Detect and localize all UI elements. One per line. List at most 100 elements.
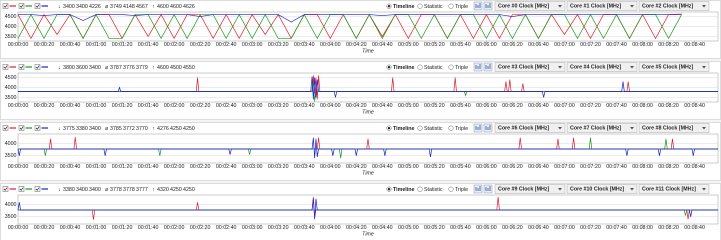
x-tick-label: 00:08:00 xyxy=(632,164,653,170)
x-tick-label: 00:01:00 xyxy=(86,103,107,109)
radio-button[interactable] xyxy=(417,64,423,70)
checkmark xyxy=(3,187,8,191)
x-tick-label: 00:00:40 xyxy=(60,164,81,170)
sensor-dropdown[interactable] xyxy=(566,123,638,133)
series-checkbox[interactable] xyxy=(2,3,9,9)
series-line xyxy=(17,137,718,159)
series-checkbox[interactable] xyxy=(18,3,25,9)
series-checkbox[interactable] xyxy=(2,186,9,192)
radio-button[interactable] xyxy=(448,125,454,131)
sensor-dropdown[interactable] xyxy=(638,1,710,11)
sensor-dropdown[interactable] xyxy=(638,184,710,194)
series-checkbox[interactable] xyxy=(18,186,25,192)
stat-value: 3400 xyxy=(89,65,101,71)
series-checkbox[interactable] xyxy=(18,64,25,70)
stat-value: 3787 xyxy=(110,65,122,71)
sensor-dropdown[interactable] xyxy=(566,1,638,11)
x-tick-label: 00:04:40 xyxy=(372,164,393,170)
checkmark xyxy=(3,65,8,69)
x-tick-label: 00:08:00 xyxy=(632,225,653,231)
x-tick-label: 00:04:40 xyxy=(372,103,393,109)
dropdown-arrow xyxy=(630,5,634,8)
sensor-name: Core #6 Clock [MHz] xyxy=(498,126,549,132)
radio-button[interactable] xyxy=(448,64,454,70)
sensor-dropdown[interactable] xyxy=(566,62,638,72)
series-checkbox[interactable] xyxy=(34,125,41,131)
sensor-dropdown[interactable] xyxy=(494,123,566,133)
view-mode-label: Statistic xyxy=(424,187,443,193)
series-checkbox[interactable] xyxy=(34,3,41,9)
sensor-name: Core #10 Clock [MHz] xyxy=(570,187,624,193)
x-tick-label: 00:00:00 xyxy=(8,164,29,170)
radio-button[interactable] xyxy=(417,186,423,192)
x-tick-label: 00:01:20 xyxy=(112,42,133,48)
x-tick-label: 00:07:00 xyxy=(554,225,575,231)
stat-symbol: ↑ xyxy=(152,187,155,193)
x-tick-label: 00:04:40 xyxy=(372,42,393,48)
stat-value: 3772 xyxy=(123,126,135,132)
x-tick-label: 00:06:20 xyxy=(502,103,523,109)
radio-button[interactable] xyxy=(448,186,454,192)
stat-value: 4567 xyxy=(136,4,148,10)
series-checkbox[interactable] xyxy=(2,125,9,131)
sensor-dropdown[interactable] xyxy=(566,184,638,194)
stat-value: 3776 xyxy=(123,65,135,71)
x-tick-label: 00:08:40 xyxy=(684,225,705,231)
x-tick-label: 00:08:00 xyxy=(632,42,653,48)
stat-symbol: ↓ xyxy=(58,65,61,71)
radio-button[interactable] xyxy=(417,3,423,9)
series-checkbox[interactable] xyxy=(34,186,41,192)
x-tick-label: 00:07:00 xyxy=(554,164,575,170)
x-tick-label: 00:05:40 xyxy=(450,225,471,231)
sensor-dropdown[interactable] xyxy=(638,123,710,133)
x-tick-label: 00:03:20 xyxy=(268,42,289,48)
x-tick-label: 00:04:00 xyxy=(320,42,341,48)
dropdown-arrow xyxy=(558,66,562,69)
x-tick-label: 00:03:20 xyxy=(268,103,289,109)
view-mode-label: Timeline xyxy=(393,65,414,71)
series-checkbox[interactable] xyxy=(34,64,41,70)
stat-value: 3775 xyxy=(63,126,75,132)
series-line xyxy=(17,198,718,220)
radio-button[interactable] xyxy=(448,3,454,9)
sensor-name: Core #5 Clock [MHz] xyxy=(642,65,693,71)
plot-area xyxy=(17,133,719,164)
checkmark xyxy=(19,4,24,8)
series-checkbox[interactable] xyxy=(2,64,9,70)
sensor-dropdown[interactable] xyxy=(494,62,566,72)
series-line xyxy=(17,13,682,40)
sensor-dropdown[interactable] xyxy=(494,1,566,11)
y-tick-label: 4000 xyxy=(5,24,17,30)
stat-value: 4276 xyxy=(157,126,169,132)
x-tick-label: 00:01:20 xyxy=(112,103,133,109)
x-tick-label: 00:03:00 xyxy=(242,42,263,48)
dropdown-arrow xyxy=(702,127,706,130)
series-checkbox[interactable] xyxy=(18,125,25,131)
x-tick-label: 00:00:00 xyxy=(8,103,29,109)
stat-value: 4148 xyxy=(123,4,135,10)
x-tick-label: 00:06:00 xyxy=(476,103,497,109)
series-line xyxy=(18,75,718,100)
x-tick-label: 00:04:20 xyxy=(346,225,367,231)
dropdown-arrow xyxy=(702,66,706,69)
x-tick-label: 00:07:40 xyxy=(606,225,627,231)
radio-dot xyxy=(387,127,391,130)
x-tick-label: 00:02:40 xyxy=(216,103,237,109)
sensor-dropdown[interactable] xyxy=(638,62,710,72)
x-tick-label: 00:02:00 xyxy=(164,42,185,48)
stat-value: 4226 xyxy=(89,4,101,10)
icon-glyph xyxy=(485,3,491,8)
x-tick-label: 00:07:00 xyxy=(554,103,575,109)
stat-value: 3600 xyxy=(76,65,88,71)
x-tick-label: 00:08:20 xyxy=(658,42,679,48)
radio-button[interactable] xyxy=(417,125,423,131)
stat-symbol: ⌀ xyxy=(105,126,108,132)
x-tick-label: 00:03:00 xyxy=(242,225,263,231)
sensor-dropdown[interactable] xyxy=(494,184,566,194)
x-tick-label: 00:08:20 xyxy=(658,225,679,231)
radio-dot xyxy=(387,66,391,69)
x-tick-label: 00:06:00 xyxy=(476,42,497,48)
dropdown-arrow xyxy=(558,188,562,191)
x-tick-label: 00:05:40 xyxy=(450,42,471,48)
